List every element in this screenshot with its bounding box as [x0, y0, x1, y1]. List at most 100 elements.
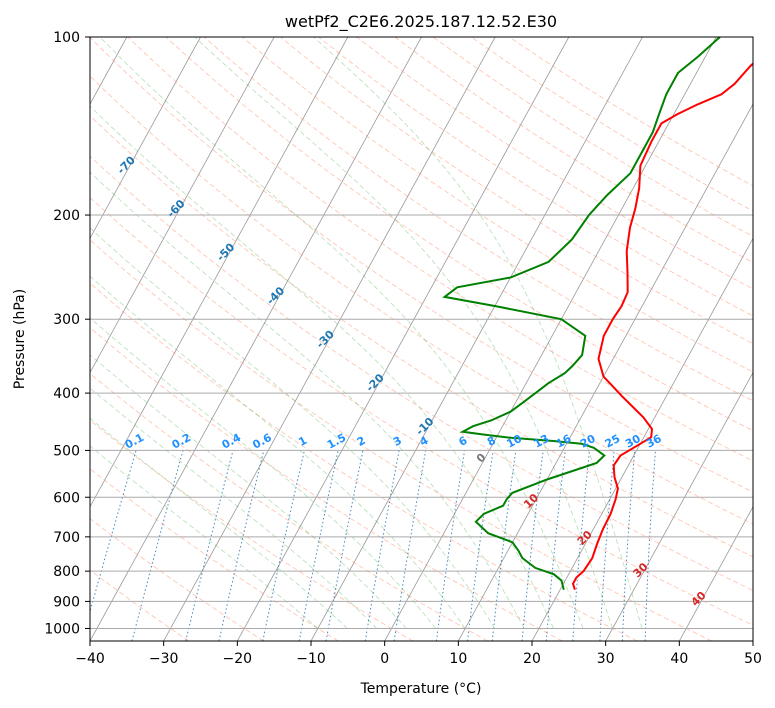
grid-layer: [90, 37, 753, 641]
mixing-ratio-label: 36: [644, 432, 664, 451]
isotherm-label: 0: [474, 450, 489, 465]
dry-adiabat: [165, 37, 753, 432]
mixing-ratio-label: 30: [623, 432, 643, 451]
mixing-ratio-line: [131, 450, 184, 641]
y-tick-label: 900: [53, 594, 80, 610]
dry-adiabat: [90, 282, 638, 641]
isotherm-line: [678, 505, 753, 641]
dry-adiabat: [90, 518, 264, 641]
isotherm-line: [90, 37, 275, 374]
isotherm-label: 40: [689, 589, 709, 609]
dry-adiabat: [90, 569, 190, 641]
moist-adiabat: [90, 105, 554, 629]
mixing-ratio-line: [435, 450, 466, 641]
mixing-ratio-label: 10: [504, 432, 524, 451]
mixing-ratio-line: [467, 450, 494, 641]
mixing-ratio-label: 25: [603, 432, 623, 451]
mixing-ratio-label: 16: [554, 432, 574, 451]
x-tick-label: 30: [597, 651, 615, 667]
isotherm-line: [90, 37, 201, 240]
y-tick-label: 200: [53, 208, 80, 224]
mixing-ratio-line: [491, 450, 517, 641]
dry-adiabat: [90, 115, 753, 558]
mixing-ratio-line: [262, 450, 305, 641]
y-tick-label: 400: [53, 386, 80, 402]
mixing-ratio-label: 0.4: [220, 431, 244, 452]
isotherm-label: 20: [575, 528, 595, 548]
x-tick-label: −20: [223, 651, 253, 667]
isotherm-line: [752, 640, 753, 641]
mixing-ratio-label: 20: [578, 432, 598, 451]
y-tick-label: 700: [53, 530, 80, 546]
moist-adiabat: [90, 445, 319, 629]
x-tick-label: 0: [380, 651, 389, 667]
y-tick-label: 600: [53, 490, 80, 506]
dry-adiabat: [318, 37, 753, 317]
dry-adiabat: [241, 37, 753, 373]
temperature-line: [571, 62, 753, 591]
dry-adiabat: [509, 37, 753, 187]
mixing-ratio-line: [298, 450, 339, 641]
y-tick-label: 100: [53, 30, 80, 46]
dry-adiabat: [127, 37, 753, 462]
x-tick-label: 40: [670, 651, 688, 667]
x-tick-label: 50: [744, 651, 762, 667]
isotherm-line: [90, 37, 422, 641]
dry-adiabat: [90, 372, 488, 641]
mixing-ratio-label: 1.5: [325, 431, 348, 452]
mixing-ratio-line: [521, 450, 544, 641]
dry-adiabat: [90, 239, 712, 641]
moist-adiabat: [90, 387, 378, 629]
moist-adiabat: [90, 354, 407, 629]
chart-title: wetPf2_C2E6.2025.187.12.52.E30: [285, 12, 557, 32]
dry-adiabat: [356, 37, 753, 290]
plot-frame: [89, 36, 754, 642]
moist-adiabat: [99, 37, 584, 629]
dry-adiabat: [90, 419, 414, 641]
isotherm-line: [163, 37, 496, 641]
dry-adiabat: [90, 197, 753, 626]
mixing-ratio-line: [621, 450, 636, 641]
mixing-ratio-label: 0.1: [123, 431, 146, 452]
mixing-ratio-label: 13: [532, 432, 552, 451]
x-tick-label: 10: [449, 651, 467, 667]
y-tick-label: 800: [53, 564, 80, 580]
x-tick-label: 20: [523, 651, 541, 667]
isotherm-line: [531, 237, 753, 641]
mixing-ratio-label: 0.2: [170, 431, 193, 452]
x-axis-label: Temperature (°C): [360, 681, 482, 697]
isotherm-label: -80: [65, 110, 88, 133]
moist-adiabat: [90, 275, 466, 629]
isotherm-line: [457, 103, 753, 641]
mixing-ratio-label: 0.6: [250, 431, 274, 452]
isotherm-label: -90: [15, 66, 38, 89]
moist-adiabat: [313, 37, 643, 629]
y-tick-label: 300: [53, 312, 80, 328]
mixing-ratio-label: 2: [355, 434, 368, 449]
moist-adiabat: [90, 171, 525, 629]
x-tick-label: −10: [296, 651, 326, 667]
mixing-ratio-label: 3: [391, 434, 404, 449]
profile-lines: [442, 37, 753, 591]
moist-adiabat: [90, 417, 348, 629]
mixing-ratio-line: [393, 450, 427, 641]
isotherm-label: 30: [631, 560, 651, 580]
mixing-ratio-line: [218, 450, 265, 641]
isotherm-line: [90, 37, 349, 508]
mixing-ratio-line: [545, 450, 566, 641]
isotherm-label: 10: [521, 491, 541, 511]
dewpoint-line: [442, 37, 721, 590]
mixing-ratio-line: [185, 450, 234, 641]
isotherm-line: [605, 371, 753, 641]
moist-adiabat: [90, 317, 437, 629]
y-tick-label: 500: [53, 443, 80, 459]
y-tick-label: 1000: [44, 621, 80, 637]
dry-adiabat: [280, 37, 753, 345]
x-tick-label: −30: [149, 651, 179, 667]
dry-adiabat: [90, 327, 563, 641]
y-axis-label: Pressure (hPa): [12, 289, 28, 389]
dry-adiabat: [90, 37, 753, 493]
mixing-ratio-label: 1: [296, 434, 309, 449]
dry-adiabat: [90, 155, 753, 591]
